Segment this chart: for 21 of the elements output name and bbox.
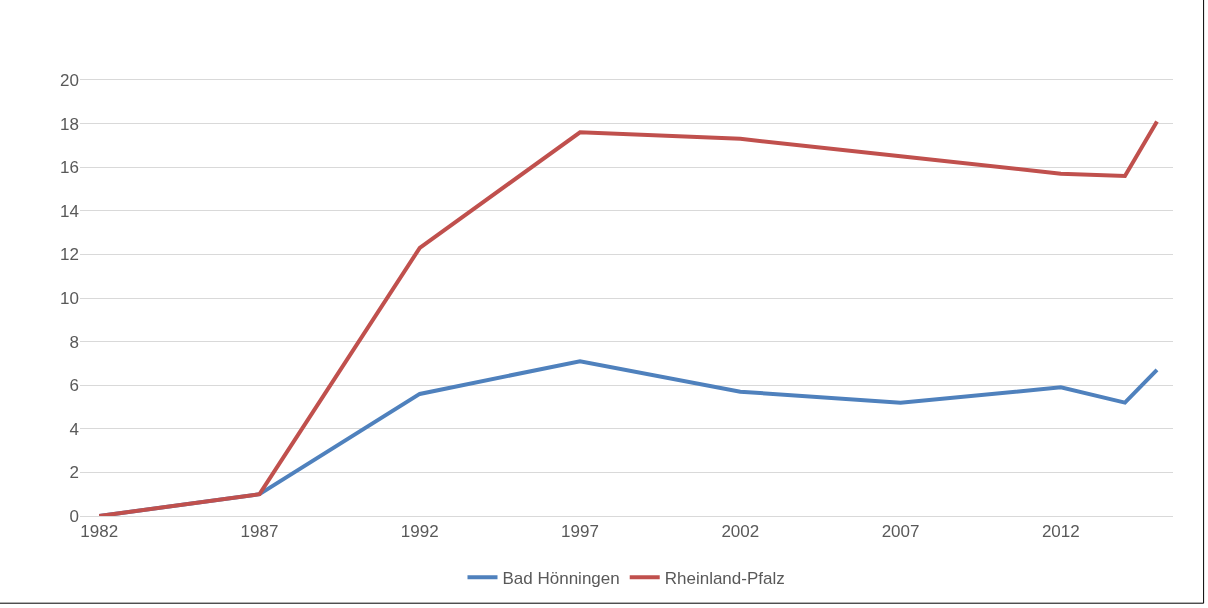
y-tick-label: 0 — [69, 506, 79, 526]
y-tick-label: 6 — [69, 376, 79, 396]
y-tick-label: 14 — [60, 201, 79, 221]
y-tick-label: 12 — [60, 245, 79, 265]
x-tick-label: 1997 — [561, 522, 599, 542]
x-tick-label: 2007 — [881, 522, 920, 542]
line-series — [97, 119, 1159, 516]
legend-label: Bad Hönningen — [502, 568, 620, 588]
x-tick-label: 1992 — [400, 522, 439, 542]
y-tick-label: 20 — [60, 70, 79, 90]
legend-label: Rheinland-Pfalz — [664, 568, 785, 588]
y-tick-label: 4 — [69, 419, 79, 439]
y-tick-label: 10 — [60, 288, 79, 308]
y-tick-label: 2 — [69, 463, 79, 483]
y-tick-label: 18 — [60, 114, 79, 134]
y-tick-label: 8 — [69, 332, 79, 352]
x-tick-label: 2002 — [721, 522, 760, 542]
y-tick-label: 16 — [60, 158, 79, 178]
x-tick-label: 2012 — [1041, 522, 1080, 542]
x-tick-label: 1987 — [240, 522, 279, 542]
x-tick-label: 1982 — [80, 522, 119, 542]
